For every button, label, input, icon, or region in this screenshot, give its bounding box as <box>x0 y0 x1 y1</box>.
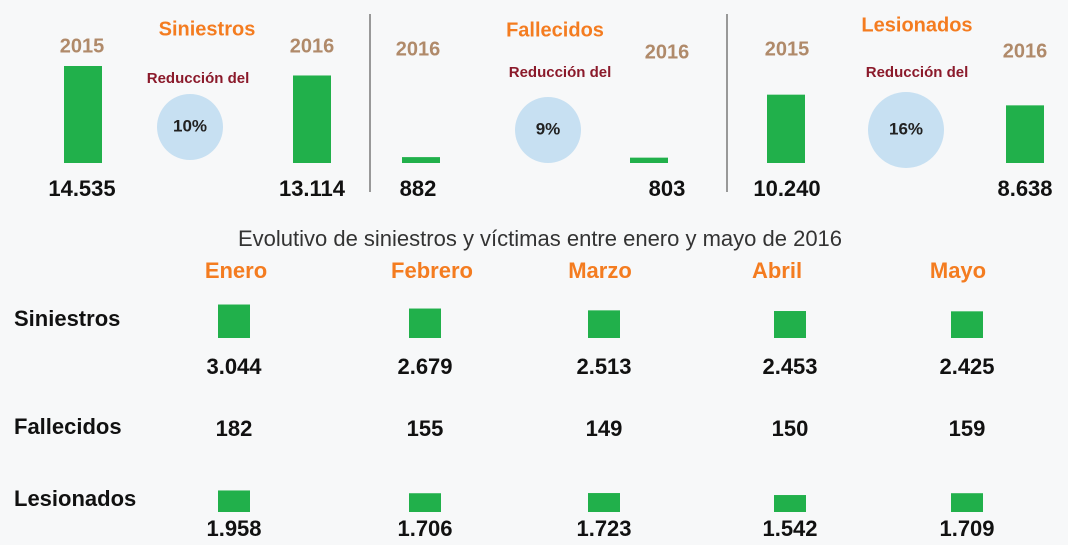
reduction-value: 16% <box>889 119 923 138</box>
year-label: 2015 <box>765 38 810 60</box>
row-label: Siniestros <box>14 306 120 331</box>
value-label: 2.453 <box>762 354 817 379</box>
value-label: 2.679 <box>397 354 452 379</box>
bar <box>774 311 806 338</box>
row-label: Fallecidos <box>14 414 122 439</box>
value-label: 2.513 <box>576 354 631 379</box>
reduction-circle <box>157 94 223 160</box>
year-label: 2016 <box>645 41 690 63</box>
panel-title: Fallecidos <box>506 19 604 41</box>
reduction-label: Reducción del <box>147 70 250 87</box>
value-label: 155 <box>407 416 444 441</box>
bar <box>767 94 805 163</box>
bar <box>630 157 668 163</box>
month-label: Enero <box>205 258 267 283</box>
value-label: 10.240 <box>753 176 820 201</box>
value-label: 3.044 <box>206 354 262 379</box>
value-label: 149 <box>586 416 623 441</box>
reduction-value: 9% <box>536 119 561 138</box>
bar <box>774 495 806 512</box>
bar <box>951 493 983 512</box>
bar <box>409 308 441 338</box>
month-label: Marzo <box>568 258 632 283</box>
reduction-circle <box>515 97 581 163</box>
bar <box>402 157 440 163</box>
value-label: 8.638 <box>997 176 1052 201</box>
month-label: Febrero <box>391 258 473 283</box>
row-label: Lesionados <box>14 486 136 511</box>
value-label: 1.706 <box>397 516 452 541</box>
value-label: 182 <box>216 416 253 441</box>
bar <box>64 66 102 163</box>
reduction-label: Reducción del <box>866 64 969 81</box>
month-label: Abril <box>752 258 802 283</box>
bar <box>588 310 620 338</box>
value-label: 150 <box>772 416 809 441</box>
value-label: 882 <box>400 176 437 201</box>
value-label: 803 <box>649 176 686 201</box>
reduction-value: 10% <box>173 116 207 135</box>
month-label: Mayo <box>930 258 986 283</box>
bar <box>218 304 250 338</box>
bar <box>293 75 331 163</box>
panel-title: Lesionados <box>861 14 972 36</box>
monthly-title: Evolutivo de siniestros y víctimas entre… <box>238 226 842 251</box>
year-label: 2015 <box>60 35 105 57</box>
value-label: 1.709 <box>939 516 994 541</box>
reduction-circle <box>868 92 944 168</box>
bar <box>409 493 441 512</box>
panel-title: Siniestros <box>159 18 256 40</box>
value-label: 2.425 <box>939 354 994 379</box>
value-label: 1.723 <box>576 516 631 541</box>
bar <box>218 490 250 512</box>
year-label: 2016 <box>290 35 335 57</box>
year-label: 2016 <box>1003 40 1048 62</box>
value-label: 14.535 <box>48 176 115 201</box>
bar <box>588 493 620 512</box>
reduction-label: Reducción del <box>509 64 612 81</box>
value-label: 159 <box>949 416 986 441</box>
bar <box>951 311 983 338</box>
value-label: 1.958 <box>206 516 261 541</box>
year-label: 2016 <box>396 38 441 60</box>
value-label: 13.114 <box>279 176 346 201</box>
value-label: 1.542 <box>762 516 817 541</box>
bar <box>1006 105 1044 163</box>
